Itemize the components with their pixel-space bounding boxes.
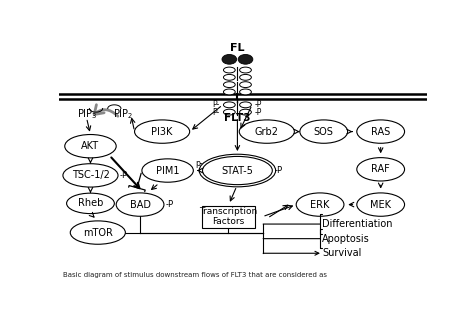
Text: Basic diagram of stimulus downstream flows of FLT3 that are considered as: Basic diagram of stimulus downstream flo… xyxy=(63,271,327,277)
Text: -P: -P xyxy=(274,166,283,175)
Ellipse shape xyxy=(65,135,116,158)
Ellipse shape xyxy=(63,164,118,187)
Text: p-: p- xyxy=(195,159,203,167)
Ellipse shape xyxy=(223,89,235,95)
Ellipse shape xyxy=(239,120,294,143)
Text: Apoptosis: Apoptosis xyxy=(322,234,370,244)
Text: PI3K: PI3K xyxy=(151,127,173,137)
Text: FLT3: FLT3 xyxy=(224,113,251,123)
Ellipse shape xyxy=(240,75,251,80)
Text: Differentiation: Differentiation xyxy=(322,219,392,229)
Text: PIP$_3$: PIP$_3$ xyxy=(76,108,97,121)
Ellipse shape xyxy=(135,120,190,143)
Text: MEK: MEK xyxy=(370,200,391,210)
Ellipse shape xyxy=(202,156,272,185)
Text: P-: P- xyxy=(212,100,220,109)
Text: mTOR: mTOR xyxy=(83,228,113,238)
Text: -P: -P xyxy=(255,108,263,117)
Circle shape xyxy=(238,54,253,64)
Text: STAT-5: STAT-5 xyxy=(221,166,253,175)
Ellipse shape xyxy=(300,120,347,143)
Ellipse shape xyxy=(240,89,251,95)
Text: P-: P- xyxy=(212,108,220,117)
Ellipse shape xyxy=(357,120,405,143)
Text: -P: -P xyxy=(120,171,128,180)
Ellipse shape xyxy=(70,221,125,244)
Ellipse shape xyxy=(240,102,251,108)
Ellipse shape xyxy=(142,159,193,182)
Ellipse shape xyxy=(240,109,251,115)
Text: ERK: ERK xyxy=(310,200,330,210)
Ellipse shape xyxy=(223,102,235,108)
Ellipse shape xyxy=(223,82,235,88)
Bar xyxy=(201,206,255,228)
Ellipse shape xyxy=(357,193,405,216)
Text: SOS: SOS xyxy=(314,127,334,137)
Ellipse shape xyxy=(240,67,251,73)
Circle shape xyxy=(222,54,237,64)
Ellipse shape xyxy=(223,109,235,115)
Ellipse shape xyxy=(116,193,164,216)
Text: Rheb: Rheb xyxy=(78,198,103,208)
Text: RAF: RAF xyxy=(371,164,390,174)
Text: AKT: AKT xyxy=(82,141,100,151)
Text: TSC-1/2: TSC-1/2 xyxy=(72,170,109,180)
Text: Transcription
Factors: Transcription Factors xyxy=(199,207,257,227)
Text: -P: -P xyxy=(255,100,263,109)
Text: -P: -P xyxy=(166,200,174,209)
Ellipse shape xyxy=(357,158,405,181)
Text: PIM1: PIM1 xyxy=(156,166,179,175)
Text: PIP$_2$: PIP$_2$ xyxy=(113,108,134,121)
Text: Survival: Survival xyxy=(322,248,361,258)
Ellipse shape xyxy=(223,75,235,80)
FancyArrowPatch shape xyxy=(94,105,118,116)
Ellipse shape xyxy=(240,82,251,88)
Ellipse shape xyxy=(296,193,344,216)
Text: Grb2: Grb2 xyxy=(255,127,279,137)
Ellipse shape xyxy=(223,67,235,73)
Ellipse shape xyxy=(66,193,114,214)
Text: BAD: BAD xyxy=(129,200,151,210)
Text: FL: FL xyxy=(230,43,245,53)
Text: RAS: RAS xyxy=(371,127,390,137)
